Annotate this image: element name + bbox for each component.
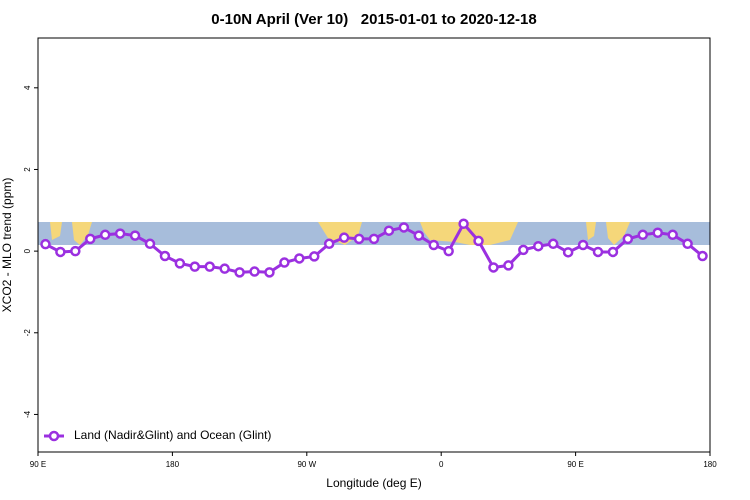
data-point — [40, 238, 51, 250]
land — [586, 222, 630, 245]
data-point — [547, 238, 559, 250]
data-point — [413, 230, 425, 241]
data-point — [144, 238, 156, 250]
data-point — [159, 250, 171, 262]
legend-marker — [48, 430, 60, 442]
y-tick-label: -2 — [23, 329, 32, 337]
x-tick-label: 90 E — [30, 460, 46, 469]
data-point — [114, 228, 126, 239]
data-point — [383, 225, 395, 236]
data-point — [488, 262, 499, 273]
data-point — [622, 233, 634, 245]
x-tick-label: 90 E — [567, 460, 583, 469]
data-point — [682, 238, 693, 250]
legend-label: Land (Nadir&Glint) and Ocean (Glint) — [74, 428, 271, 442]
land — [50, 222, 92, 245]
data-point — [398, 222, 410, 233]
data-point — [592, 246, 604, 258]
chart-title: 0-10N April (Ver 10) 2015-01-01 to 2020-… — [211, 11, 536, 28]
y-axis-label: XCO2 - MLO trend (ppm) — [0, 178, 14, 313]
data-point — [234, 267, 245, 278]
land — [420, 222, 518, 245]
data-point — [652, 227, 663, 239]
data-point — [323, 238, 335, 250]
data-point — [70, 245, 81, 257]
data-point — [428, 239, 439, 251]
data-point — [264, 267, 275, 278]
data-point — [503, 260, 514, 271]
data-point — [577, 239, 589, 251]
x-tick-label: 90 W — [297, 460, 316, 469]
data-point — [279, 257, 290, 268]
data-point — [518, 244, 529, 256]
data-point — [204, 261, 215, 272]
data-point — [473, 235, 484, 247]
data-point — [443, 245, 454, 257]
x-tick-label: 180 — [703, 460, 717, 469]
data-point — [219, 263, 230, 274]
data-point — [309, 251, 320, 262]
data-point — [55, 246, 66, 258]
data-point — [637, 229, 649, 241]
data-point — [99, 229, 111, 241]
plot-frame — [37, 37, 711, 453]
ocean-band — [38, 222, 710, 245]
data-point — [697, 250, 708, 262]
data-point — [189, 261, 201, 272]
x-tick-label: 0 — [439, 460, 444, 469]
data-point — [368, 233, 380, 245]
x-tick-label: 180 — [166, 460, 180, 469]
data-point — [458, 218, 469, 230]
data-point — [533, 240, 544, 252]
data-point — [338, 232, 350, 243]
data-point — [607, 246, 619, 258]
y-tick-label: 0 — [23, 248, 32, 253]
x-axis-label: Longitude (deg E) — [326, 476, 421, 490]
data-point — [667, 229, 678, 241]
data-point — [174, 258, 186, 269]
data-point — [294, 253, 305, 264]
y-tick-label: 4 — [23, 85, 32, 90]
data-point — [249, 266, 260, 277]
map-band — [38, 222, 710, 245]
data-point — [85, 233, 96, 245]
y-tick-label: -4 — [23, 410, 32, 418]
data-point — [562, 247, 574, 258]
data-point — [129, 230, 141, 241]
y-tick-label: 2 — [23, 167, 32, 172]
data-point — [353, 233, 365, 245]
